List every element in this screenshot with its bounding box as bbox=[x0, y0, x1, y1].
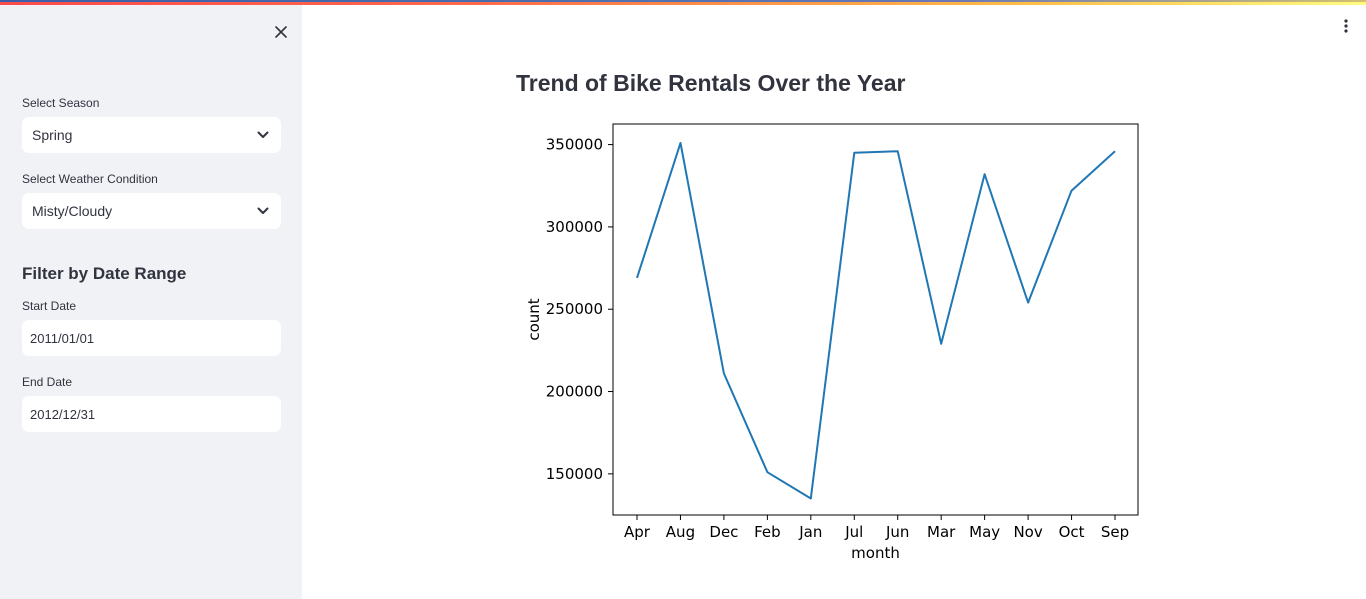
season-select-value: Spring bbox=[32, 127, 73, 143]
y-tick-label: 300000 bbox=[546, 218, 603, 236]
chevron-down-icon bbox=[245, 193, 281, 229]
kebab-menu-icon bbox=[1344, 19, 1348, 33]
sidebar: Select Season Spring Select Weather Cond… bbox=[0, 5, 302, 599]
end-date-input[interactable]: 2012/12/31 bbox=[22, 396, 281, 432]
season-label: Select Season bbox=[22, 96, 100, 110]
x-tick-label: Apr bbox=[624, 523, 651, 541]
weather-label: Select Weather Condition bbox=[22, 172, 158, 186]
x-tick-label: May bbox=[969, 523, 1000, 541]
y-tick-label: 350000 bbox=[546, 136, 603, 154]
close-sidebar-button[interactable] bbox=[270, 21, 292, 43]
start-date-input[interactable]: 2011/01/01 bbox=[22, 320, 281, 356]
x-tick-label: Feb bbox=[754, 523, 781, 541]
x-tick-label: Dec bbox=[709, 523, 738, 541]
x-tick-label: Jun bbox=[885, 523, 909, 541]
weather-select[interactable]: Misty/Cloudy bbox=[22, 193, 281, 229]
season-select[interactable]: Spring bbox=[22, 117, 281, 153]
line-chart: 150000 200000 250000 300000 350000 Apr Aug Dec F… bbox=[525, 123, 1139, 562]
main-menu-button[interactable] bbox=[1336, 16, 1356, 36]
x-tick-label: Oct bbox=[1059, 523, 1085, 541]
x-tick-label: Nov bbox=[1013, 523, 1042, 541]
x-tick-label: Mar bbox=[927, 523, 956, 541]
date-range-heading: Filter by Date Range bbox=[22, 264, 187, 283]
series-line bbox=[636, 141, 1116, 500]
x-tick-label: Jul bbox=[844, 523, 863, 541]
y-tick-label: 250000 bbox=[546, 300, 603, 318]
close-icon bbox=[275, 26, 287, 38]
x-tick-label: Sep bbox=[1101, 523, 1129, 541]
y-tick-label: 150000 bbox=[546, 465, 603, 483]
y-tick-label: 200000 bbox=[546, 383, 603, 401]
x-tick-label: Aug bbox=[666, 523, 695, 541]
chevron-down-icon bbox=[245, 117, 281, 153]
x-axis-label: month bbox=[851, 544, 900, 562]
x-tick-label: Jan bbox=[798, 523, 822, 541]
page-title: Trend of Bike Rentals Over the Year bbox=[516, 70, 906, 96]
y-axis-label: count bbox=[525, 298, 543, 340]
top-decoration-bar bbox=[0, 0, 1366, 5]
plot-area-frame bbox=[612, 123, 1139, 516]
end-date-label: End Date bbox=[22, 375, 73, 389]
weather-select-value: Misty/Cloudy bbox=[32, 203, 113, 219]
start-date-label: Start Date bbox=[22, 299, 77, 313]
